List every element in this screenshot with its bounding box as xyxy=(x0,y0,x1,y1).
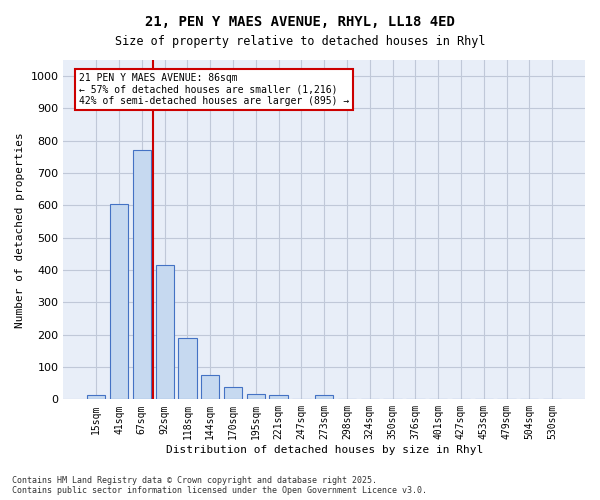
Bar xyxy=(87,396,106,400)
Text: 21 PEN Y MAES AVENUE: 86sqm
← 57% of detached houses are smaller (1,216)
42% of : 21 PEN Y MAES AVENUE: 86sqm ← 57% of det… xyxy=(79,73,349,106)
Bar xyxy=(247,394,265,400)
Text: Contains HM Land Registry data © Crown copyright and database right 2025.
Contai: Contains HM Land Registry data © Crown c… xyxy=(12,476,427,495)
Text: Size of property relative to detached houses in Rhyl: Size of property relative to detached ho… xyxy=(115,35,485,48)
Y-axis label: Number of detached properties: Number of detached properties xyxy=(15,132,25,328)
Bar xyxy=(269,396,288,400)
Bar xyxy=(201,375,220,400)
Bar xyxy=(315,396,334,400)
Text: 21, PEN Y MAES AVENUE, RHYL, LL18 4ED: 21, PEN Y MAES AVENUE, RHYL, LL18 4ED xyxy=(145,15,455,29)
Bar xyxy=(133,150,151,400)
Bar xyxy=(178,338,197,400)
X-axis label: Distribution of detached houses by size in Rhyl: Distribution of detached houses by size … xyxy=(166,445,483,455)
Bar xyxy=(110,204,128,400)
Bar xyxy=(224,388,242,400)
Bar xyxy=(155,265,174,400)
